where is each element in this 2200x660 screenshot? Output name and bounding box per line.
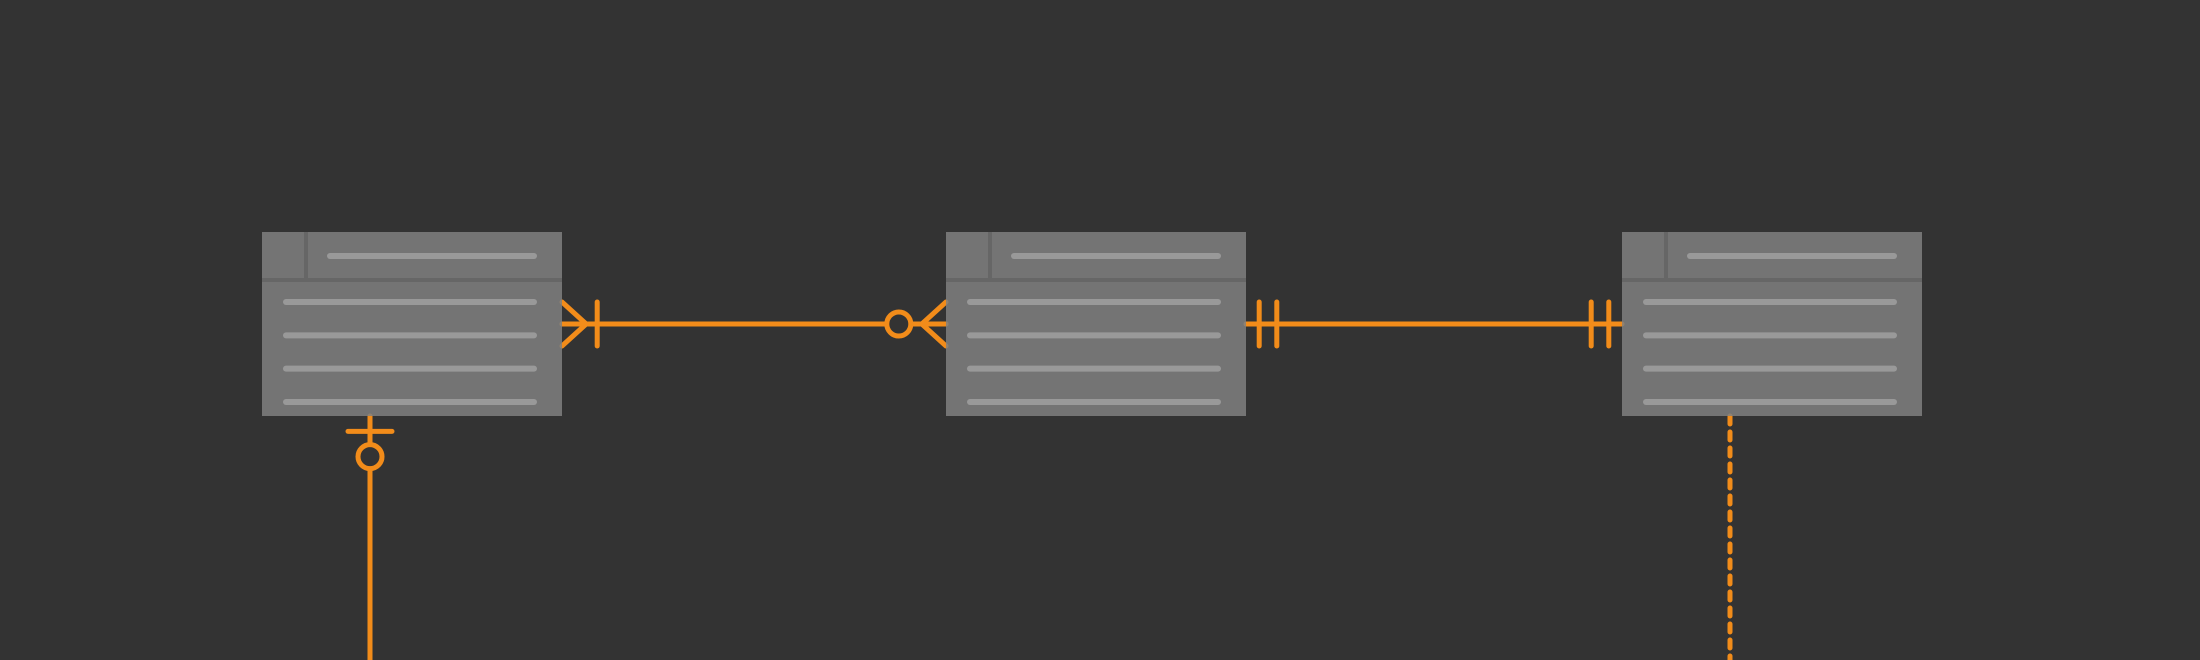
- connector-c3: [348, 416, 392, 660]
- entity-e2[interactable]: [946, 232, 1246, 416]
- entities-layer: [262, 232, 1922, 416]
- connector-c1: [562, 302, 946, 346]
- erd-diagram: [0, 0, 2200, 660]
- entity-e1[interactable]: [262, 232, 562, 416]
- connector-c2: [1246, 302, 1622, 346]
- entity-e3[interactable]: [1622, 232, 1922, 416]
